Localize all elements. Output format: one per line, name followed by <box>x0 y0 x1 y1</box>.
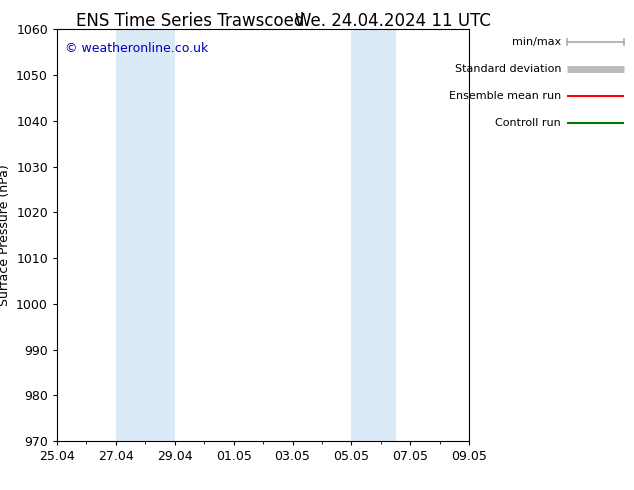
Bar <box>116 29 175 441</box>
Text: Ensemble mean run: Ensemble mean run <box>449 91 561 100</box>
Text: Controll run: Controll run <box>495 118 561 127</box>
Text: Standard deviation: Standard deviation <box>455 64 561 74</box>
Text: ENS Time Series Trawscoed: ENS Time Series Trawscoed <box>76 12 304 30</box>
Text: © weatheronline.co.uk: © weatheronline.co.uk <box>65 42 209 55</box>
Bar <box>351 29 396 441</box>
Text: We. 24.04.2024 11 UTC: We. 24.04.2024 11 UTC <box>295 12 491 30</box>
Text: min/max: min/max <box>512 37 561 47</box>
Y-axis label: Surface Pressure (hPa): Surface Pressure (hPa) <box>0 164 11 306</box>
